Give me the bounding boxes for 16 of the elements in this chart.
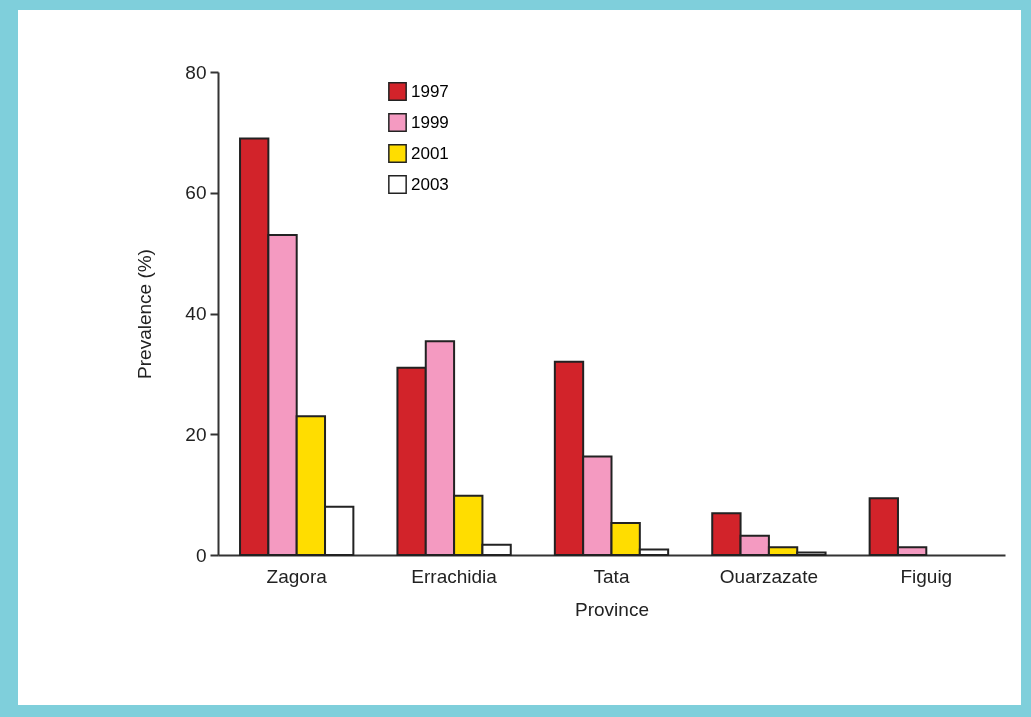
x-axis-title: Province bbox=[575, 598, 649, 620]
y-tick-label: 80 bbox=[185, 61, 207, 83]
y-tick-label: 0 bbox=[195, 544, 207, 566]
legend-label: 2001 bbox=[411, 143, 449, 163]
legend-label: 1997 bbox=[411, 81, 449, 101]
x-tick-label: Errachidia bbox=[411, 565, 498, 587]
y-tick-label: 40 bbox=[185, 303, 207, 324]
x-tick-label: Tata bbox=[593, 565, 630, 587]
legend-label: 2003 bbox=[411, 174, 449, 194]
y-tick-label: 60 bbox=[185, 182, 207, 204]
x-tick-label: Zagora bbox=[266, 565, 328, 587]
x-tick-label: Figuig bbox=[900, 565, 953, 587]
x-tick-label: Ouarzazate bbox=[719, 565, 819, 587]
y-axis-title: Prevalence (%) bbox=[134, 249, 156, 379]
legend-label: 1999 bbox=[411, 112, 449, 132]
y-tick-label: 20 bbox=[185, 423, 207, 445]
